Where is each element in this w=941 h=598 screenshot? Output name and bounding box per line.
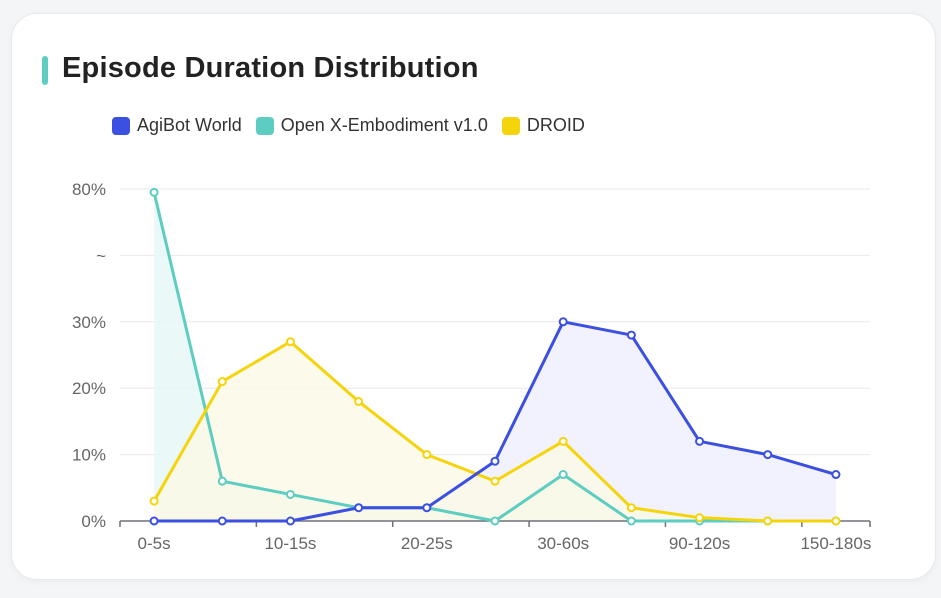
- x-tick-label: 20-25s: [401, 534, 453, 553]
- data-point: [626, 503, 636, 513]
- data-point: [558, 317, 568, 327]
- y-tick-label: 20%: [72, 379, 106, 398]
- area-fill-0: [154, 321, 836, 521]
- x-tick-label: 30-60s: [537, 534, 589, 553]
- data-point: [422, 450, 432, 460]
- legend-swatch: [501, 116, 520, 135]
- data-point: [490, 516, 500, 526]
- legend-swatch: [112, 116, 130, 135]
- x-tick-label: 90-120s: [669, 534, 730, 553]
- data-point: [149, 187, 159, 197]
- data-point: [831, 516, 841, 526]
- legend: AgiBot World Open X-Embodiment v1.0 DROI…: [112, 115, 585, 136]
- data-point: [217, 516, 227, 526]
- data-point: [558, 470, 568, 480]
- legend-swatch: [255, 116, 274, 135]
- area-fill-2: [154, 341, 836, 521]
- chart-title: Episode Duration Distribution: [62, 52, 479, 84]
- data-point: [763, 450, 773, 460]
- data-point: [285, 337, 295, 347]
- title-accent-bar: [42, 56, 48, 85]
- legend-label: Open X-Embodiment v1.0: [280, 115, 488, 135]
- data-point: [354, 396, 364, 406]
- y-tick-label: 30%: [72, 313, 106, 332]
- x-tick-label: 10-15s: [264, 534, 316, 553]
- x-tick-label: 150-180s: [800, 534, 871, 553]
- legend-item-agibot[interactable]: AgiBot World: [112, 115, 242, 136]
- data-point: [217, 476, 227, 486]
- data-point: [149, 496, 159, 506]
- data-point: [695, 436, 705, 446]
- data-point: [558, 436, 568, 446]
- legend-item-droid[interactable]: DROID: [501, 115, 585, 136]
- legend-item-oxe[interactable]: Open X-Embodiment v1.0: [255, 115, 488, 136]
- data-point: [626, 330, 636, 340]
- data-point: [149, 516, 159, 526]
- data-point: [763, 516, 773, 526]
- data-point: [354, 503, 364, 513]
- y-tick-label: 10%: [72, 446, 106, 465]
- data-point: [626, 516, 636, 526]
- data-point: [422, 503, 432, 513]
- y-tick-label: 80%: [72, 180, 106, 199]
- y-tick-label: 0%: [81, 512, 106, 531]
- legend-label: AgiBot World: [137, 115, 242, 135]
- data-point: [217, 377, 227, 387]
- x-tick-label: 0-5s: [138, 534, 171, 553]
- data-point: [285, 516, 295, 526]
- data-point: [695, 513, 705, 523]
- data-point: [285, 489, 295, 499]
- data-point: [490, 476, 500, 486]
- data-point: [490, 456, 500, 466]
- data-point: [831, 470, 841, 480]
- legend-label: DROID: [526, 115, 585, 135]
- y-tick-label: ~: [96, 246, 106, 265]
